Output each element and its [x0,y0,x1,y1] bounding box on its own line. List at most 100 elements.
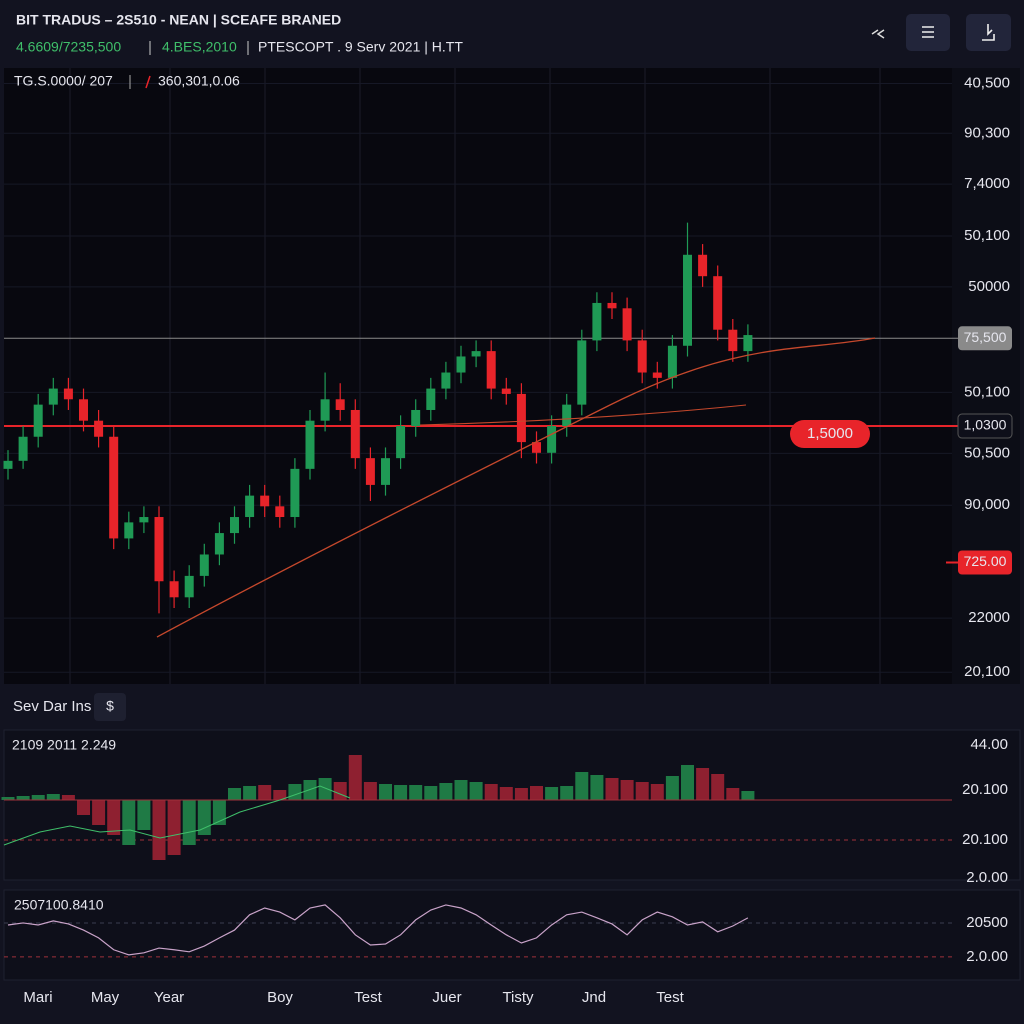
candle-body [547,426,557,453]
candle-body [18,436,28,461]
candle-body [607,302,617,309]
y-tick-label: 90,300 [964,124,1010,141]
candle-body [94,420,104,437]
volume-bar [726,788,740,800]
price-badge [958,326,1012,351]
y-tick-label: 22000 [968,609,1010,626]
candle-body [48,388,58,405]
candle-body [381,458,390,485]
trend-line [419,404,747,426]
candle-body [728,329,738,352]
candle-body [577,340,587,405]
y-tick-label: 40,500 [964,74,1010,91]
candle-body [396,426,406,459]
price-badge-label: 1,0300 [964,417,1007,433]
range-label[interactable]: Sev Dar Ins [13,698,91,715]
candle-body [290,468,300,518]
candle-body [305,420,315,469]
volume-bar [348,755,362,800]
candle-body [79,399,88,421]
volume-bar [182,800,196,845]
volume-bar [665,776,679,800]
candle-body [350,409,360,459]
volume-bar [137,800,151,830]
volume-bar [212,800,226,825]
volume-bar [152,800,166,860]
marker-icon [145,75,151,89]
trend-line [156,337,876,638]
candle-body [63,388,73,400]
y-tick-label: 20,100 [964,663,1010,680]
y-tick-label: 50,100 [964,383,1010,400]
volume-bar [635,782,649,800]
price-axis [952,68,1020,684]
expand-button[interactable] [871,29,885,39]
x-axis: Mari May Year Boy Test Juer Tisty Jnd Test [23,989,684,1006]
y-tick-label: 50,100 [964,227,1010,244]
candle-body [441,372,451,389]
x-tick-label: Mari [23,989,52,1006]
volume-bar [107,800,121,835]
oscillator-label: 2507100.8410 [14,897,104,913]
price-marker-label: 1,5000 [807,425,853,442]
candle-body [245,495,255,518]
volume-bar [61,795,75,800]
volume-bar [318,778,332,800]
volume-bar [379,784,392,800]
candle-body [637,340,647,373]
candle-body [486,351,496,389]
x-tick-label: Boy [267,989,293,1006]
x-tick-label: Jnd [582,989,606,1006]
volume-bar [560,786,574,800]
candle-body [184,575,194,598]
x-tick-label: Test [656,989,684,1006]
y-tick-label: 50000 [968,278,1010,295]
candle-body [411,409,421,427]
share-button[interactable] [966,14,1011,51]
y-tick-label: 2.0.00 [966,869,1008,886]
moving-average [3,785,351,846]
candle-body [622,308,632,341]
volume-bar [167,800,181,855]
candle-body [169,581,179,598]
y-tick-label: 90,000 [964,496,1010,513]
volume-bar [273,790,287,800]
candle-body [139,517,149,523]
candle-body [214,533,224,555]
volume-bar [228,788,241,800]
y-tick-label: 2.0.00 [966,948,1008,965]
volume-bar [650,784,664,800]
candle-body [154,517,164,582]
candle-body [3,460,13,469]
volume-bar [620,780,634,800]
x-tick-label: Test [354,989,382,1006]
icon [871,29,885,39]
volume-bar [499,787,513,800]
candle-body [260,495,270,507]
menu-button[interactable] [906,14,950,51]
volume-bar [394,785,408,800]
candle-body [275,506,285,518]
price: 4.6609/7235,500 [16,39,121,55]
volume-bar [530,786,543,800]
volume-bar [514,788,528,800]
volume-bar [681,765,694,800]
volume-bar [545,787,559,800]
candle-body [199,554,209,576]
volume-bar [590,775,604,800]
main-plot [4,68,952,684]
volume-bar [409,785,423,800]
volume-bar [122,800,136,845]
candle-body [698,254,708,277]
x-tick-label: May [91,989,120,1006]
volume-bar [92,800,106,825]
volume-bar [605,778,619,800]
main-chart [3,83,1010,673]
y-tick-label: 20.100 [962,831,1008,848]
y-tick-label: 50,500 [964,444,1010,461]
currency-button[interactable] [94,693,126,721]
oscillator-panel [3,889,1021,981]
x-tick-label: Juer [432,989,461,1006]
